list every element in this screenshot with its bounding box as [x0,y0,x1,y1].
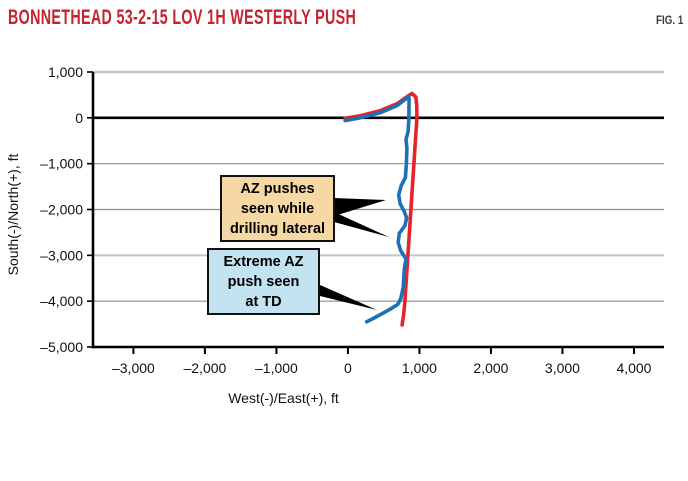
az-pushes-arrow-upper [334,198,386,216]
az-pushes-arrow-lower [334,212,389,237]
x-tick-label: –3,000 [112,360,155,376]
annotation-line: Extreme AZ [223,253,304,270]
annotation-extreme-az: Extreme AZ push seen at TD [207,248,320,315]
x-tick-label: 0 [344,360,352,376]
annotation-line: push seen [227,273,300,290]
y-tick-label: –4,000 [40,293,83,309]
chart-title: BONNETHEAD 53-2-15 LOV 1H WESTERLY PUSH [8,6,357,29]
x-tick-label: 2,000 [473,360,508,376]
x-tick-label: –2,000 [183,360,226,376]
annotation-line: seen while [240,200,315,217]
annotation-line: AZ pushes [240,180,315,197]
x-axis-title: West(-)/East(+), ft [228,390,339,406]
x-tick-label: 1,000 [402,360,437,376]
annotation-line: at TD [245,293,282,310]
y-tick-label: –5,000 [40,339,83,355]
figure-number-label: FIG. 1 [655,13,683,27]
annotation-az-pushes: AZ pushes seen while drilling lateral [220,175,335,242]
y-axis-title: South(-)/North(+), ft [5,154,21,276]
y-tick-label: 1,000 [48,64,83,80]
y-tick-label: –2,000 [40,202,83,218]
x-tick-label: 3,000 [545,360,580,376]
y-tick-label: 0 [75,110,83,126]
blue-path-line [343,94,411,324]
annotation-line: drilling lateral [229,220,326,237]
survey-plot: 1,000 0 –1,000 –2,000 –3,000 –4,000 –5,000 –3,0… [5,64,664,406]
x-tick-label: 4,000 [616,360,651,376]
extreme-az-arrow [320,285,377,310]
y-tick-label: –3,000 [40,247,83,263]
y-tick-label: –1,000 [40,156,83,172]
x-tick-label: –1,000 [255,360,298,376]
